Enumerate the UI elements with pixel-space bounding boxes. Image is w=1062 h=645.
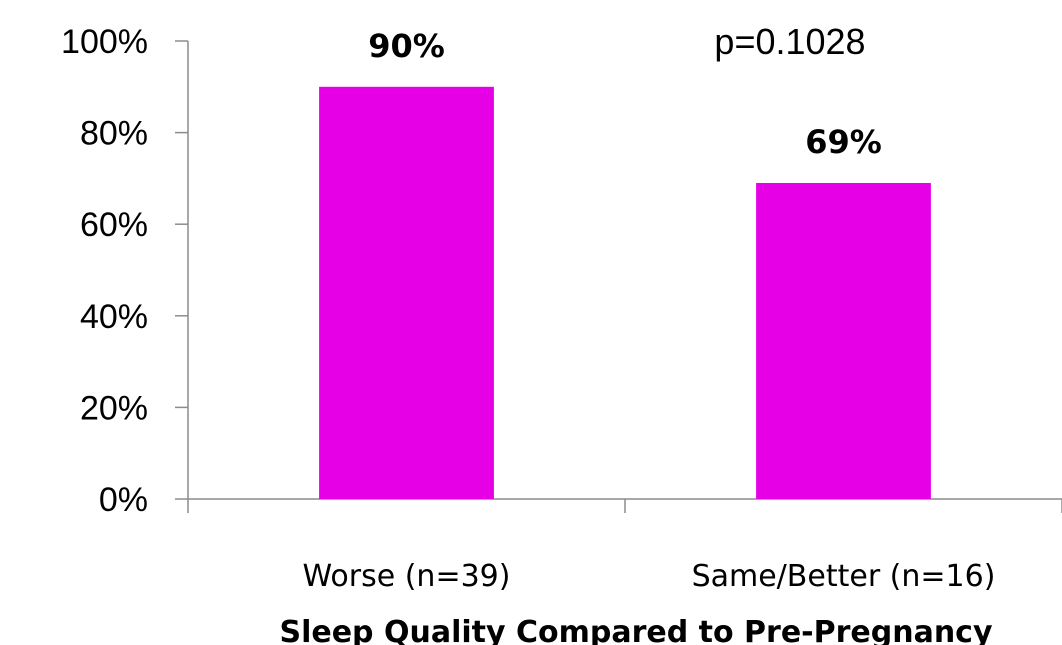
y-tick-label: 20% [80,389,148,427]
y-axis: 0% 20% 40% 60% 80% 100% [61,23,189,519]
data-labels: 90% 69% [368,27,882,161]
bar-value-label: 90% [368,27,445,65]
x-category-label: Same/Better (n=16) [692,559,996,594]
x-category-label: Worse (n=39) [303,559,511,594]
x-axis-title: Sleep Quality Compared to Pre-Pregnancy [279,615,993,645]
p-value-annotation: p=0.1028 [714,21,865,62]
bar [319,86,494,500]
bars [319,86,931,500]
bar [756,182,931,500]
y-tick-label: 100% [61,23,148,61]
y-tick-label: 60% [80,206,148,244]
x-axis: Worse (n=39) Same/Better (n=16) [187,498,1062,594]
y-tick-label: 0% [99,481,148,519]
y-tick-label: 80% [80,115,148,153]
y-tick-label: 40% [80,298,148,336]
bar-value-label: 69% [805,123,882,161]
